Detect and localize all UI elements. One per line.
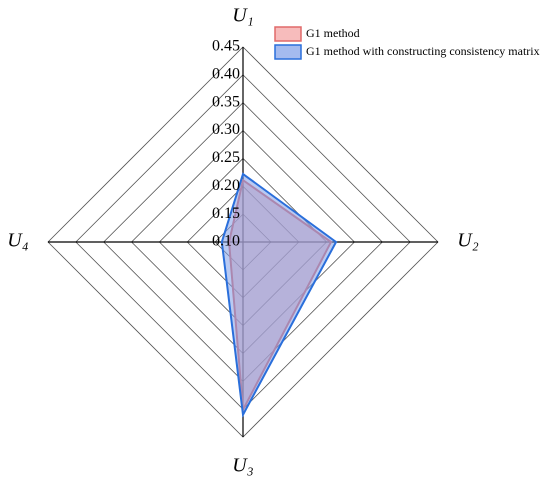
r-tick-label: 0.40 [212,66,240,83]
r-tick-label: 0.20 [212,177,240,194]
legend-swatch [274,44,302,60]
legend-label: G1 method with constructing consistency … [306,44,540,58]
r-tick-label: 0.15 [212,205,240,222]
axis-label: U₃ [232,455,253,477]
axis-label: U₁ [232,5,253,27]
r-tick-label: 0.10 [212,233,240,250]
r-tick-label: 0.45 [212,38,240,55]
legend-swatch [274,26,302,42]
series-area [220,172,338,418]
r-tick-label: 0.30 [212,121,240,138]
axis-label: U₂ [457,230,478,252]
axis-label: U₄ [7,230,28,252]
r-tick-label: 0.35 [212,93,240,110]
legend-label: G1 method [306,26,360,40]
r-tick-label: 0.25 [212,149,240,166]
